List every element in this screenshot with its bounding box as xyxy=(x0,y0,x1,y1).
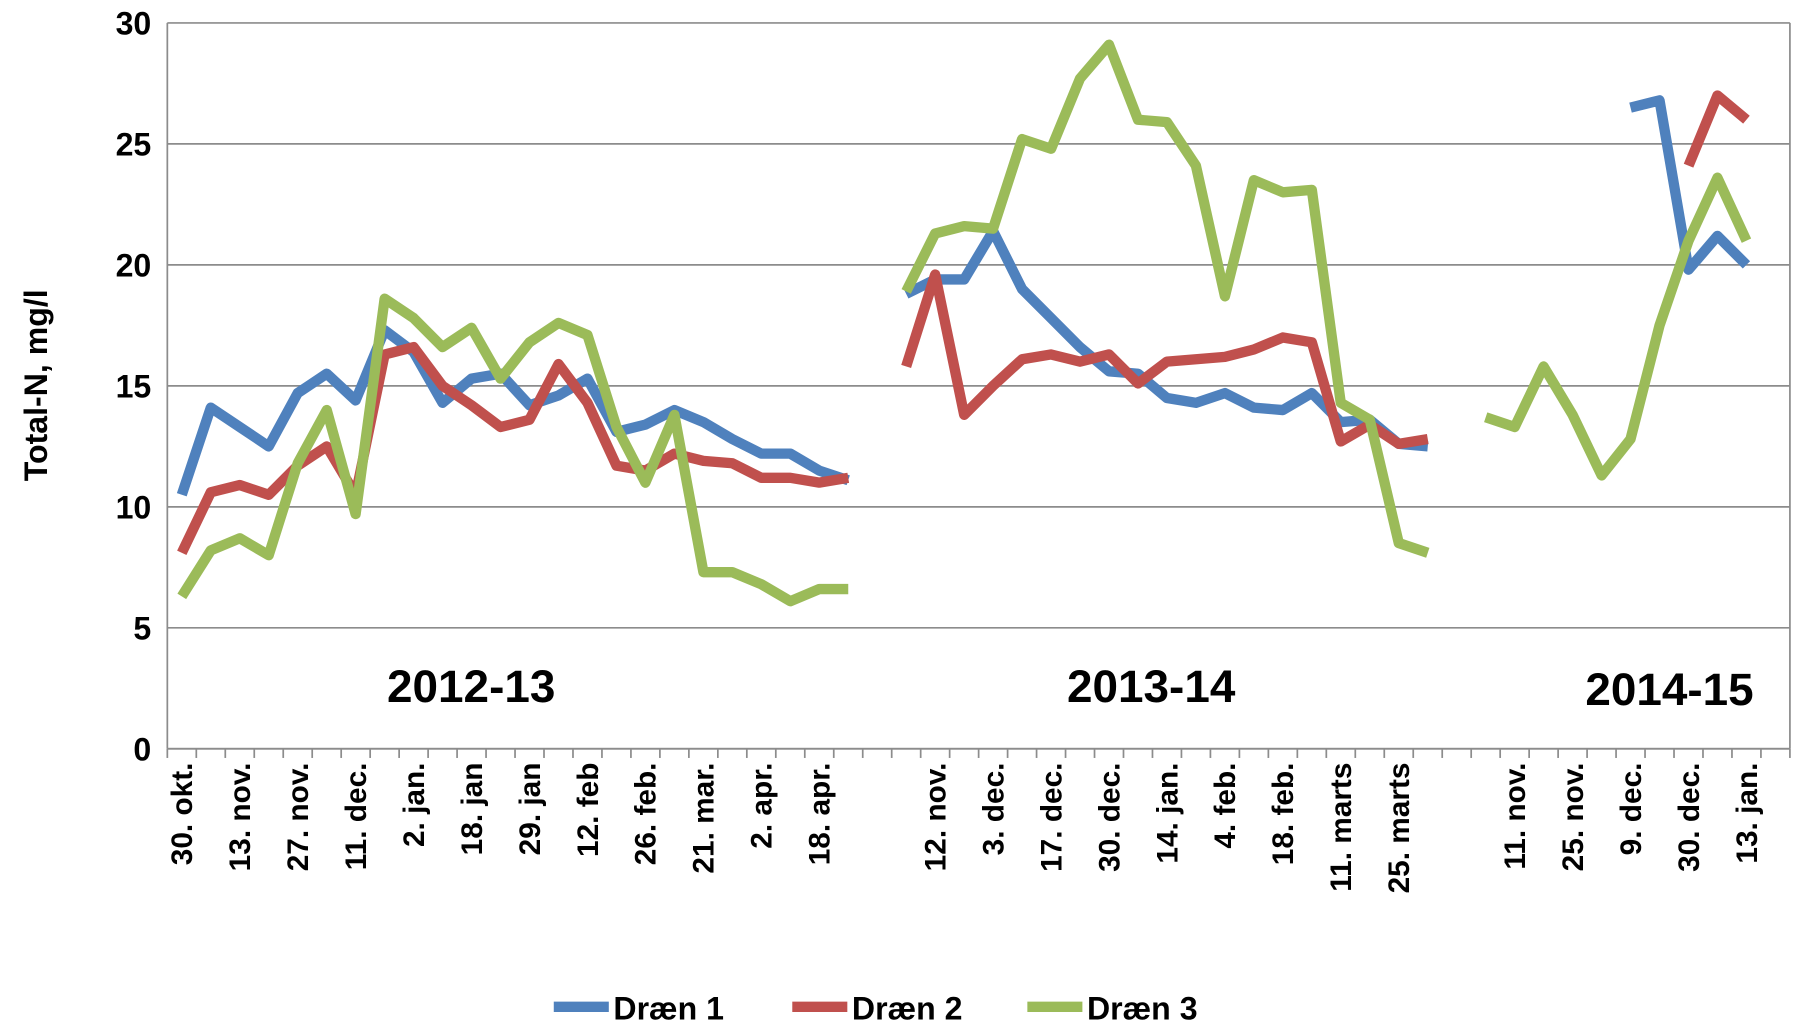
x-tick-label: 30. dec. xyxy=(1673,763,1706,872)
x-tick-label: 18. feb. xyxy=(1267,763,1300,866)
x-tick-label: 30. dec. xyxy=(1093,763,1126,872)
y-tick-label: 25 xyxy=(116,126,152,162)
legend-label: Dræn 2 xyxy=(852,990,963,1024)
x-tick-label: 4. feb. xyxy=(1209,763,1242,849)
annotation: 2012-13 xyxy=(387,660,555,712)
x-tick-label: 3. dec. xyxy=(977,763,1010,856)
x-tick-label: 12. nov. xyxy=(919,763,952,872)
series-line xyxy=(176,95,1751,497)
x-tick-label: 17. dec. xyxy=(1035,763,1068,872)
y-tick-label: 15 xyxy=(116,368,152,404)
y-tick-label: 0 xyxy=(133,731,151,767)
x-tick-label: 25. marts xyxy=(1383,763,1416,894)
x-tick-label: 11. nov. xyxy=(1499,763,1532,870)
y-axis-label: Total-N, mg/l xyxy=(18,289,54,481)
x-tick-label: 13. nov. xyxy=(224,763,257,872)
x-tick-label: 30. okt. xyxy=(166,763,199,866)
y-tick-label: 5 xyxy=(133,610,151,646)
y-tick-label: 10 xyxy=(116,489,152,525)
y-tick-label: 20 xyxy=(116,247,152,283)
annotation: 2013-14 xyxy=(1067,660,1236,712)
y-tick-label: 30 xyxy=(116,5,152,41)
x-tick-label: 29. jan xyxy=(514,763,547,856)
x-tick-label: 13. jan. xyxy=(1731,763,1764,864)
x-tick-label: 9. dec. xyxy=(1615,763,1648,856)
x-tick-label: 2. apr. xyxy=(746,763,779,849)
series-line xyxy=(177,39,1752,607)
x-tick-label: 18. jan xyxy=(456,763,489,856)
x-tick-label: 27. nov. xyxy=(282,763,315,872)
annotation: 2014-15 xyxy=(1585,663,1753,715)
x-tick-label: 18. apr. xyxy=(804,763,837,866)
x-tick-label: 26. feb. xyxy=(630,763,663,866)
x-tick-label: 2. jan. xyxy=(398,763,431,847)
legend-label: Dræn 3 xyxy=(1087,990,1198,1024)
x-tick-label: 12. feb xyxy=(572,763,605,857)
x-tick-label: 11. marts xyxy=(1325,763,1358,892)
x-tick-label: 11. dec. xyxy=(340,763,373,871)
x-tick-label: 25. nov. xyxy=(1557,763,1590,872)
legend-label: Dræn 1 xyxy=(613,990,724,1024)
x-tick-label: 21. mar. xyxy=(688,763,721,874)
x-tick-label: 14. jan. xyxy=(1151,763,1184,864)
